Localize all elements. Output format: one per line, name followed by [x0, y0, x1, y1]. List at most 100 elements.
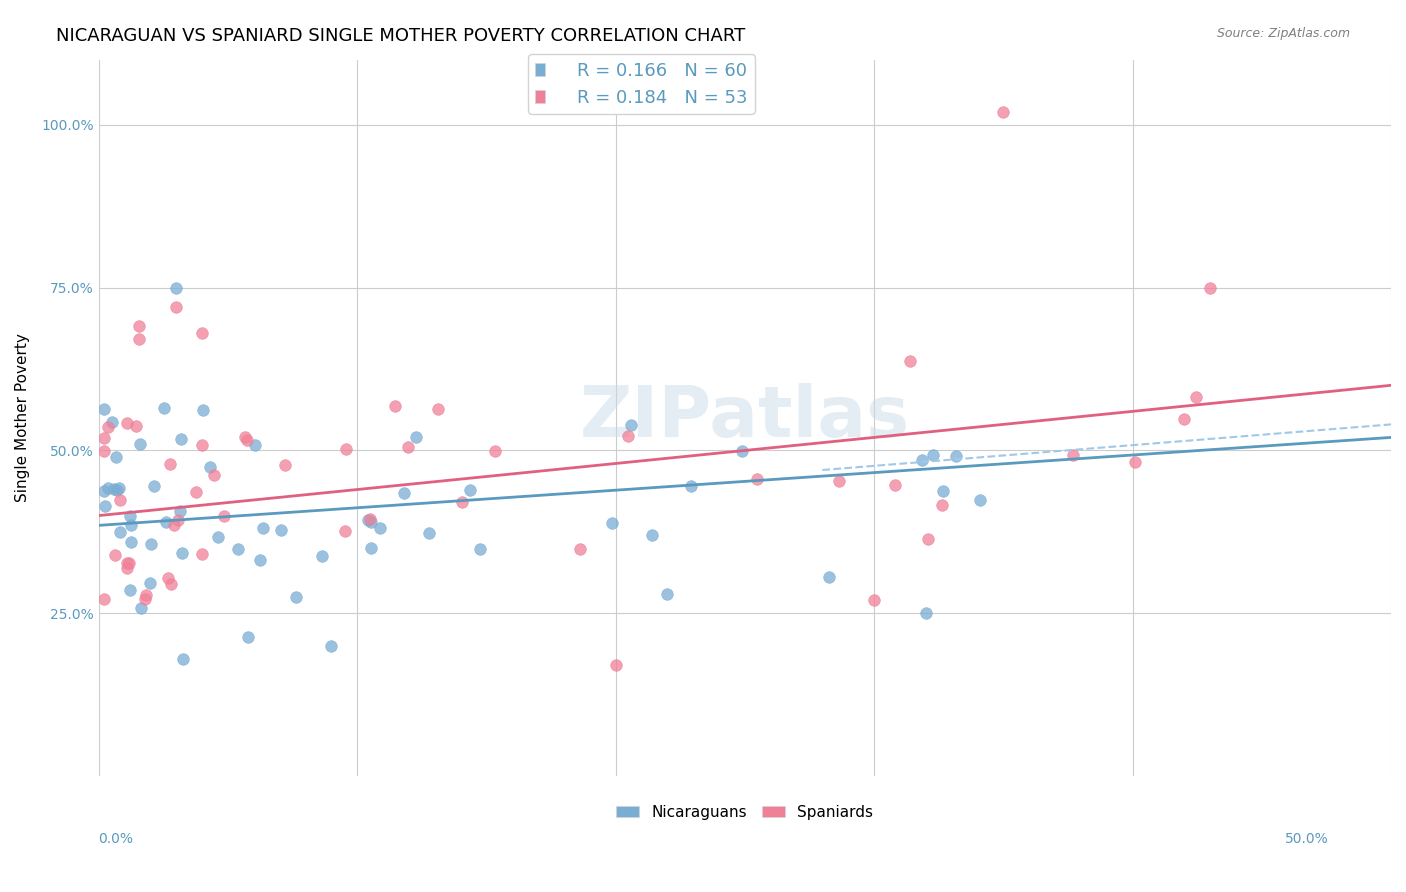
Spaniards [93, 431, 115, 445]
Nicaraguans [103, 482, 125, 496]
Nicaraguans [128, 437, 150, 451]
Nicaraguans [360, 541, 382, 555]
Spaniards [157, 571, 180, 585]
Spaniards [165, 300, 187, 314]
Nicaraguans [118, 508, 141, 523]
Y-axis label: Single Mother Poverty: Single Mother Poverty [15, 334, 30, 502]
Nicaraguans [191, 403, 214, 417]
Nicaraguans [730, 443, 752, 458]
Nicaraguans [101, 415, 124, 429]
Spaniards [1173, 412, 1195, 426]
Nicaraguans [104, 450, 127, 465]
Spaniards [233, 430, 256, 444]
Nicaraguans [153, 401, 176, 415]
Nicaraguans [93, 483, 115, 498]
Nicaraguans [97, 481, 120, 495]
Spaniards [931, 498, 953, 512]
Nicaraguans [818, 570, 841, 584]
Spaniards [191, 326, 214, 341]
Nicaraguans [169, 504, 191, 518]
Nicaraguans [600, 516, 623, 530]
Spaniards [167, 512, 190, 526]
Nicaraguans [172, 652, 194, 666]
Nicaraguans [236, 630, 259, 644]
Spaniards [135, 588, 157, 602]
Spaniards [883, 478, 905, 492]
Spaniards [93, 591, 115, 606]
Nicaraguans [931, 484, 953, 499]
Nicaraguans [468, 541, 491, 556]
Spaniards [134, 592, 156, 607]
Spaniards [426, 401, 449, 416]
Nicaraguans [392, 486, 415, 500]
Nicaraguans [129, 600, 152, 615]
Nicaraguans [911, 452, 934, 467]
Nicaraguans [657, 587, 679, 601]
Spaniards [117, 416, 139, 430]
Nicaraguans [120, 535, 142, 549]
Nicaraguans [311, 549, 333, 563]
Nicaraguans [356, 513, 378, 527]
Spaniards [828, 474, 851, 488]
Spaniards [1185, 390, 1208, 404]
Nicaraguans [170, 546, 193, 560]
Spaniards [191, 438, 214, 452]
Nicaraguans [226, 541, 249, 556]
Spaniards [917, 532, 939, 546]
Nicaraguans [405, 430, 427, 444]
Nicaraguans [139, 575, 162, 590]
Spaniards [605, 658, 627, 673]
Spaniards [212, 508, 235, 523]
Nicaraguans [165, 280, 187, 294]
Spaniards [97, 420, 120, 434]
Spaniards [1199, 280, 1222, 294]
Text: Source: ZipAtlas.com: Source: ZipAtlas.com [1216, 27, 1350, 40]
Text: NICARAGUAN VS SPANIARD SINGLE MOTHER POVERTY CORRELATION CHART: NICARAGUAN VS SPANIARD SINGLE MOTHER POV… [56, 27, 745, 45]
Text: ZIPatlas: ZIPatlas [579, 384, 910, 452]
Nicaraguans [108, 524, 131, 539]
Spaniards [159, 457, 181, 471]
Spaniards [863, 593, 886, 607]
Nicaraguans [155, 515, 177, 529]
Spaniards [108, 492, 131, 507]
Nicaraguans [270, 523, 292, 537]
Spaniards [236, 433, 259, 447]
Nicaraguans [249, 553, 271, 567]
Text: 50.0%: 50.0% [1285, 832, 1329, 846]
Nicaraguans [620, 418, 643, 433]
Spaniards [115, 561, 138, 575]
Spaniards [569, 542, 592, 557]
Spaniards [117, 556, 139, 570]
Nicaraguans [285, 590, 308, 604]
Legend: Nicaraguans, Spaniards: Nicaraguans, Spaniards [610, 798, 880, 826]
Spaniards [128, 332, 150, 346]
Spaniards [333, 524, 356, 538]
Spaniards [359, 512, 381, 526]
Spaniards [274, 458, 297, 472]
Nicaraguans [922, 448, 945, 462]
Spaniards [124, 418, 146, 433]
Spaniards [191, 547, 214, 561]
Spaniards [163, 518, 186, 533]
Nicaraguans [142, 479, 165, 493]
Nicaraguans [641, 527, 664, 541]
Spaniards [115, 556, 138, 570]
Nicaraguans [321, 639, 343, 653]
Spaniards [104, 549, 127, 563]
Spaniards [484, 443, 506, 458]
Nicaraguans [207, 530, 229, 544]
Spaniards [451, 495, 474, 509]
Nicaraguans [945, 449, 967, 463]
Nicaraguans [105, 483, 128, 497]
Nicaraguans [458, 483, 481, 497]
Nicaraguans [360, 515, 382, 529]
Spaniards [396, 440, 419, 454]
Nicaraguans [139, 537, 162, 551]
Nicaraguans [121, 518, 143, 533]
Spaniards [384, 399, 406, 413]
Spaniards [335, 442, 357, 457]
Text: 0.0%: 0.0% [98, 832, 134, 846]
Nicaraguans [243, 438, 266, 452]
Spaniards [898, 353, 921, 368]
Nicaraguans [914, 607, 936, 621]
